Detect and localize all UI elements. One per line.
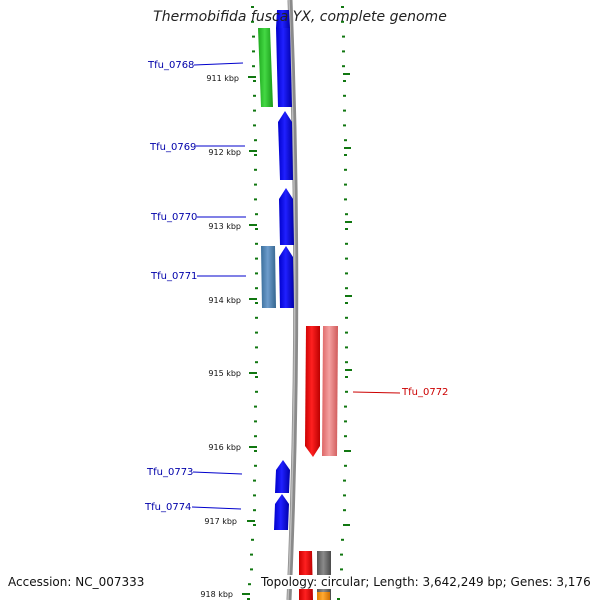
svg-text:Tfu_0769: Tfu_0769 bbox=[149, 142, 196, 153]
feature-tfu-0771-feature[interactable] bbox=[261, 246, 276, 308]
svg-text:Tfu_0774: Tfu_0774 bbox=[144, 502, 191, 513]
ruler-tick-915: 915 kbp bbox=[208, 369, 257, 378]
ruler-track-outer bbox=[337, 6, 352, 600]
ruler-tick-914: 914 kbp bbox=[208, 296, 257, 305]
genome-stats: Topology: circular; Length: 3,642,249 bp… bbox=[261, 575, 591, 589]
feature-tfu-0770-cds[interactable] bbox=[279, 188, 294, 245]
ruler-label-917: 917 kbp bbox=[204, 517, 237, 526]
ruler-tick-911: 911 kbp bbox=[206, 74, 256, 83]
feature-tfu-0769-cds[interactable] bbox=[278, 111, 293, 180]
genome-backbone-arc-highlight bbox=[287, 0, 296, 600]
ruler-label-916: 916 kbp bbox=[208, 443, 241, 452]
feature-tfu-0771-cds[interactable] bbox=[279, 246, 294, 308]
gene-label-tfu-0771[interactable]: Tfu_0771 bbox=[150, 271, 246, 282]
feature-tfu-0773-cds[interactable] bbox=[275, 460, 290, 493]
gene-label-tfu-0769[interactable]: Tfu_0769 bbox=[149, 142, 245, 153]
gene-label-tfu-0773[interactable]: Tfu_0773 bbox=[146, 467, 243, 478]
genome-title: Thermobifida fusca YX, complete genome bbox=[153, 9, 447, 25]
ruler-tick-912: 912 kbp bbox=[208, 148, 257, 157]
gene-label-tfu-0774[interactable]: Tfu_0774 bbox=[144, 502, 242, 513]
accession-label: Accession: bbox=[8, 575, 72, 589]
ruler-tick-918: 918 kbp bbox=[200, 590, 250, 599]
svg-text:Tfu_0773: Tfu_0773 bbox=[146, 467, 193, 478]
length-value: 3,642,249 bp; bbox=[422, 575, 507, 589]
accession-value: NC_007333 bbox=[75, 575, 145, 589]
feature-tfu-0768-cds[interactable] bbox=[276, 10, 292, 107]
feature-next-orange[interactable] bbox=[317, 592, 330, 600]
ruler-tick-916: 916 kbp bbox=[208, 443, 257, 452]
ruler-label-914: 914 kbp bbox=[208, 296, 241, 305]
feature-tfu-0772-feature[interactable] bbox=[322, 326, 338, 456]
topology-label: Topology: bbox=[261, 575, 318, 589]
accession-info: Accession: NC_007333 bbox=[8, 575, 145, 589]
ruler-tick-917: 917 kbp bbox=[204, 517, 255, 526]
ruler-track-inner bbox=[247, 6, 258, 600]
topology-value: circular; bbox=[320, 575, 370, 589]
gene-label-tfu-0768[interactable]: Tfu_0768 bbox=[147, 60, 244, 71]
svg-text:Tfu_0771: Tfu_0771 bbox=[150, 271, 197, 282]
svg-text:Tfu_0770: Tfu_0770 bbox=[150, 212, 197, 223]
svg-text:Tfu_0772: Tfu_0772 bbox=[401, 387, 448, 398]
genome-backbone-arc bbox=[286, 0, 299, 600]
ruler-label-915: 915 kbp bbox=[208, 369, 241, 378]
ruler-label-918: 918 kbp bbox=[200, 590, 233, 599]
feature-tfu-0768-green[interactable] bbox=[258, 28, 273, 107]
length-label: Length: bbox=[373, 575, 419, 589]
ruler-tick-913: 913 kbp bbox=[208, 222, 257, 231]
svg-text:Tfu_0768: Tfu_0768 bbox=[147, 60, 194, 71]
gene-label-tfu-0770[interactable]: Tfu_0770 bbox=[150, 212, 246, 223]
ruler-label-911: 911 kbp bbox=[206, 74, 239, 83]
feature-tfu-0772-cds[interactable] bbox=[305, 326, 320, 457]
gene-label-tfu-0772[interactable]: Tfu_0772 bbox=[352, 387, 448, 398]
ruler-label-912: 912 kbp bbox=[208, 148, 241, 157]
genes-value: 3,176 bbox=[556, 575, 591, 589]
genes-label: Genes: bbox=[510, 575, 553, 589]
feature-tfu-0774-cds[interactable] bbox=[274, 494, 289, 530]
ruler-label-913: 913 kbp bbox=[208, 222, 241, 231]
